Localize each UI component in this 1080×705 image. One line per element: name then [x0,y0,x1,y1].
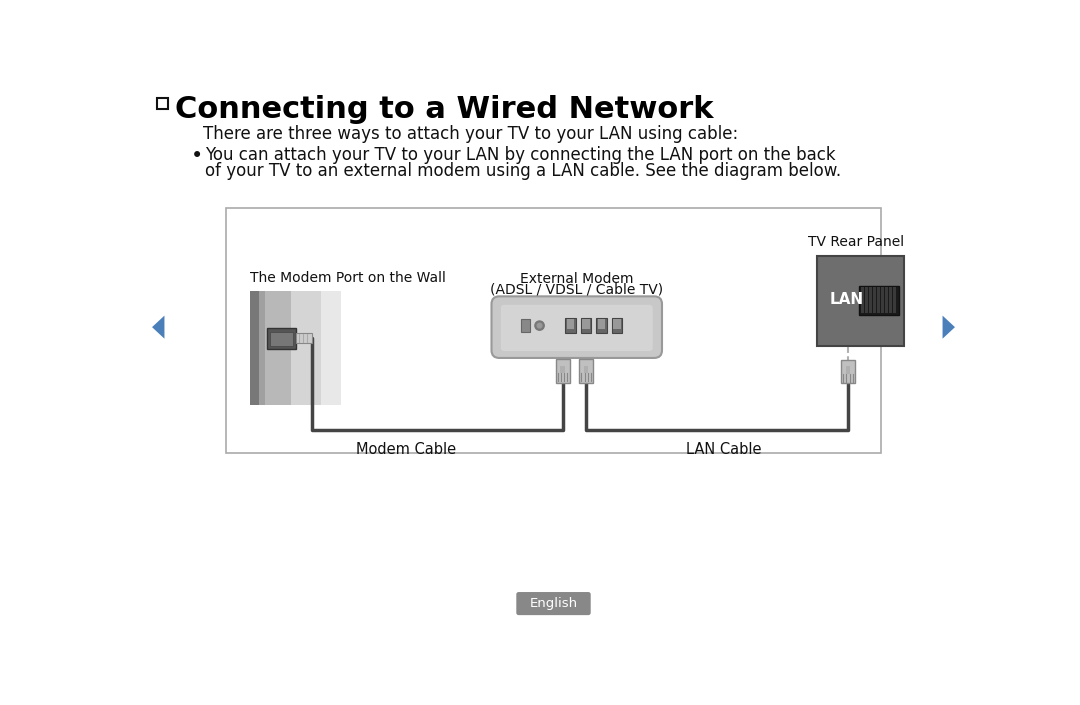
Bar [816,255,904,346]
Bar [579,360,593,383]
Polygon shape [943,316,955,338]
Text: (ADSL / VDSL / Cable TV): (ADSL / VDSL / Cable TV) [490,282,663,296]
Bar [321,291,341,405]
Bar [886,287,888,313]
Bar [581,318,592,333]
Bar [227,208,881,453]
Bar [597,319,606,329]
Circle shape [537,324,542,328]
Text: External Modem: External Modem [519,271,634,286]
Bar [596,318,607,333]
Bar [861,287,864,313]
Circle shape [535,321,544,330]
Bar [611,318,622,333]
Text: LAN: LAN [829,292,864,307]
Bar [890,287,892,313]
Polygon shape [152,316,164,338]
Bar [583,366,589,374]
Bar [249,291,341,405]
Bar [846,367,850,374]
Bar [865,287,868,313]
Text: English: English [529,597,578,610]
Bar [565,318,576,333]
Bar [270,332,293,345]
Bar [877,287,880,313]
Bar [893,287,896,313]
Bar [582,319,590,329]
Bar [561,366,565,374]
Bar [869,287,872,313]
Text: You can attach your TV to your LAN by connecting the LAN port on the back: You can attach your TV to your LAN by co… [205,146,835,164]
Bar [881,287,885,313]
Bar [249,291,259,405]
Text: LAN Cable: LAN Cable [686,442,761,457]
Text: TV Rear Panel: TV Rear Panel [808,235,904,250]
Bar [859,286,900,315]
FancyBboxPatch shape [491,296,662,358]
Text: •: • [191,146,203,166]
Bar [567,319,575,329]
Bar [291,291,341,405]
FancyBboxPatch shape [516,592,591,615]
Text: The Modem Port on the Wall: The Modem Port on the Wall [249,271,446,285]
Text: Connecting to a Wired Network: Connecting to a Wired Network [175,95,714,124]
Text: of your TV to an external modem using a LAN cable. See the diagram below.: of your TV to an external modem using a … [205,161,841,180]
Bar [841,360,855,384]
FancyBboxPatch shape [501,305,652,351]
Bar [521,319,530,332]
Bar [296,333,312,343]
Bar [613,319,621,329]
Bar [157,99,167,109]
Bar [267,328,296,350]
Bar [874,287,876,313]
Text: There are three ways to attach your TV to your LAN using cable:: There are three ways to attach your TV t… [203,125,739,142]
Bar [259,291,266,405]
Bar [556,360,570,383]
Text: Modem Cable: Modem Cable [356,442,457,457]
